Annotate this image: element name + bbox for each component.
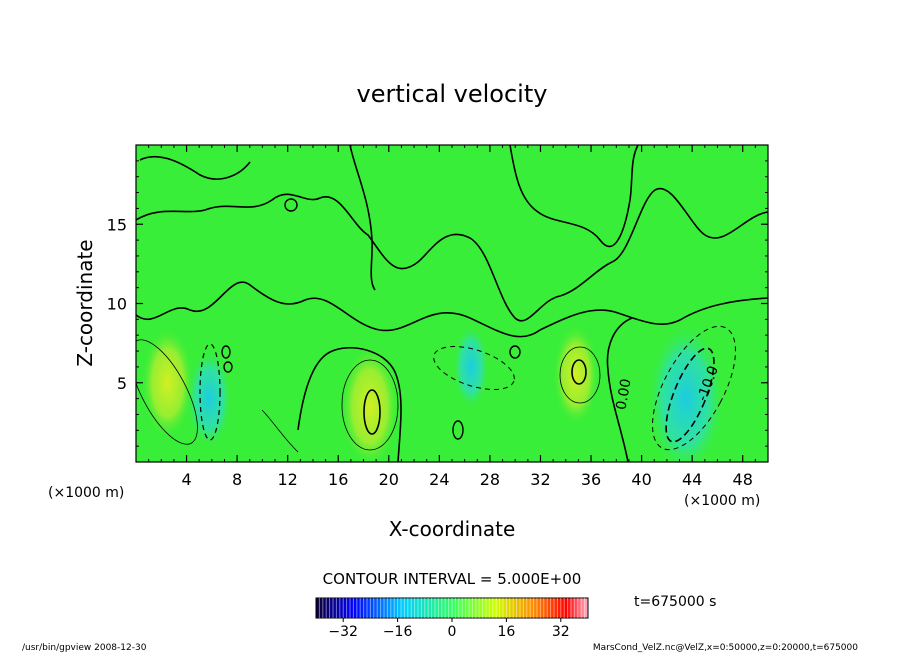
y-tick-label: 5 [117, 374, 127, 393]
x-tick-label: 40 [631, 470, 651, 489]
feature-updraft-2 [340, 345, 400, 462]
contour-line-zero-lower [136, 281, 768, 338]
x-tick-label: 4 [181, 470, 191, 489]
chart-title: vertical velocity [357, 80, 548, 108]
contour-line-zero-mid [297, 346, 402, 462]
x-axis-unit-left: (×1000 m) [48, 485, 124, 501]
colorbar: −32 −16 0 16 32 [315, 597, 589, 640]
x-tick-label: 8 [232, 470, 242, 489]
contour-ring-left [136, 339, 198, 445]
footer-right: MarsCond_VelZ.nc@VelZ,x=0:50000,z=0:2000… [593, 643, 858, 653]
contour-neg-ring-6 [199, 343, 221, 441]
contour-line-zero-upper [136, 187, 768, 322]
contour-interval-label: CONTOUR INTERVAL = 5.000E+00 [323, 570, 582, 588]
contour-line-zero-right [606, 317, 633, 462]
x-tick-label: 16 [328, 470, 348, 489]
x-tick-label: 28 [480, 470, 500, 489]
feature-downdraft-5 [647, 321, 725, 462]
contour-loop-18 [363, 389, 381, 435]
colorbar-tick-label: 32 [552, 624, 570, 640]
contour-plot-area: 0.00 -10.0 [136, 145, 768, 462]
contour-loop-small-a [284, 198, 298, 212]
x-tick-label: 24 [429, 470, 449, 489]
colorbar-stripes [318, 598, 586, 618]
x-tick-label: 20 [379, 470, 399, 489]
y-axis-ticks: 5 10 15 [107, 160, 768, 447]
contour-loop-small-c [509, 345, 521, 359]
contour-ring-35 [559, 346, 601, 404]
feature-downdraft-3 [452, 323, 489, 410]
contour-line-upper-mid [349, 145, 376, 291]
time-label: t=675000 s [634, 594, 716, 610]
colorbar-tick-label: −32 [328, 624, 358, 640]
x-axis-ticks: 4 8 12 16 20 24 28 32 36 40 44 48 [148, 145, 756, 489]
x-tick-label: 12 [278, 470, 298, 489]
contour-line-upper-left [139, 155, 251, 180]
x-tick-label: 32 [530, 470, 550, 489]
colorbar-tick-label: −16 [383, 624, 413, 640]
y-axis-label: Z-coordinate [73, 239, 97, 366]
y-tick-label: 15 [107, 215, 127, 234]
x-tick-label: 48 [733, 470, 753, 489]
contour-neg-ring-44-outer [652, 325, 736, 451]
colorbar-tick-label: 0 [448, 624, 457, 640]
x-tick-label: 44 [682, 470, 702, 489]
footer-left: /usr/bin/gpview 2008-12-30 [22, 643, 147, 653]
contour-label-zero: 0.00 [613, 378, 634, 411]
feature-downdraft-1 [186, 347, 233, 450]
feature-updraft-0 [141, 326, 194, 439]
x-tick-label: 36 [581, 470, 601, 489]
contour-lines [136, 145, 768, 462]
colorbar-tick-label: 16 [497, 624, 515, 640]
contour-line-lower-mid [261, 409, 299, 453]
contour-loop-35 [571, 359, 587, 385]
contour-line-upper-right [509, 145, 639, 248]
x-axis-unit-right: (×1000 m) [684, 493, 760, 509]
contour-neg-ring-44-inner [665, 347, 715, 443]
contour-loop-small-b [452, 420, 464, 440]
contour-loop-small-d [221, 345, 231, 359]
colorbar-ticks: −32 −16 0 16 32 [328, 618, 570, 640]
x-axis-label: X-coordinate [389, 517, 516, 541]
y-tick-label: 10 [107, 295, 127, 314]
contour-ring-18 [341, 359, 399, 451]
contour-loop-small-e [223, 361, 233, 373]
feature-updraft-4 [553, 324, 599, 426]
